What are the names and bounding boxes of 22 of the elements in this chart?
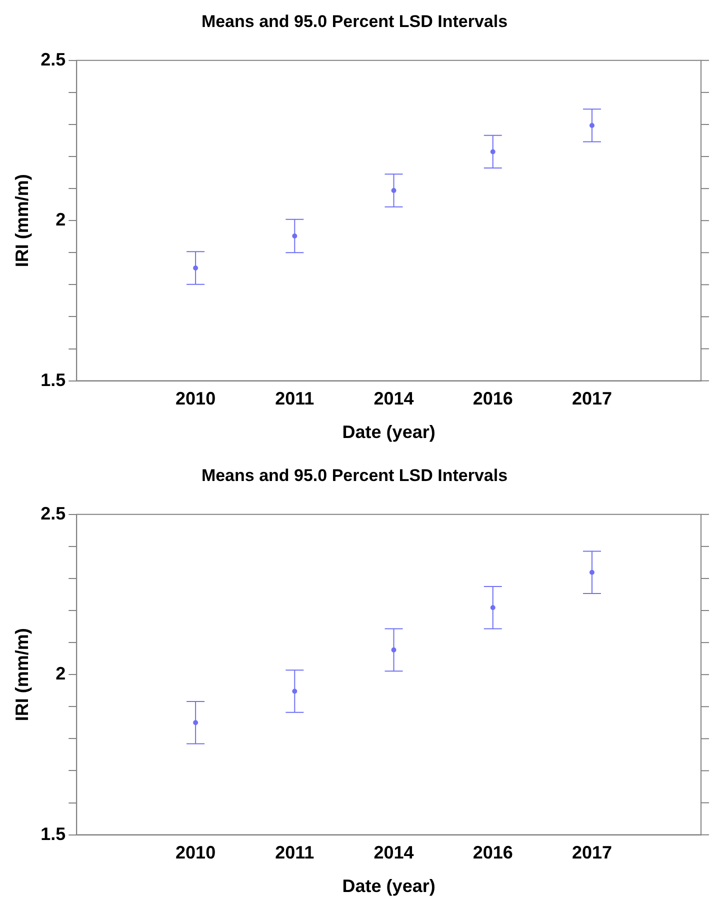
x-tick-label: 2016 (472, 388, 513, 409)
x-tick-label: 2017 (572, 842, 612, 863)
x-tick-label: 2014 (374, 842, 414, 863)
x-tick-label: 2017 (572, 388, 612, 409)
y-axis-title: IRI (mm/m) (12, 174, 32, 268)
y-axis-title: IRI (mm/m) (12, 628, 32, 722)
x-axis-title: Date (year) (342, 876, 436, 896)
y-tick-label: 1.5 (40, 824, 66, 844)
x-tick-label: 2011 (275, 388, 314, 409)
x-tick-label: 2011 (275, 842, 314, 863)
x-tick-label: 2014 (374, 388, 414, 409)
x-axis-title: Date (year) (342, 422, 436, 442)
y-tick-label: 1.5 (40, 370, 66, 390)
x-tick-label: 2016 (472, 842, 513, 863)
y-tick-label: 2 (56, 210, 66, 230)
y-tick-label: 2.5 (40, 49, 66, 70)
x-tick-label: 2010 (176, 842, 216, 863)
y-tick-label: 2.5 (40, 503, 66, 524)
y-tick-label: 2 (56, 664, 66, 684)
x-tick-label: 2010 (176, 388, 216, 409)
chart-title: Means and 95.0 Percent LSD Intervals (201, 466, 508, 485)
chart-title: Means and 95.0 Percent LSD Intervals (201, 12, 508, 31)
